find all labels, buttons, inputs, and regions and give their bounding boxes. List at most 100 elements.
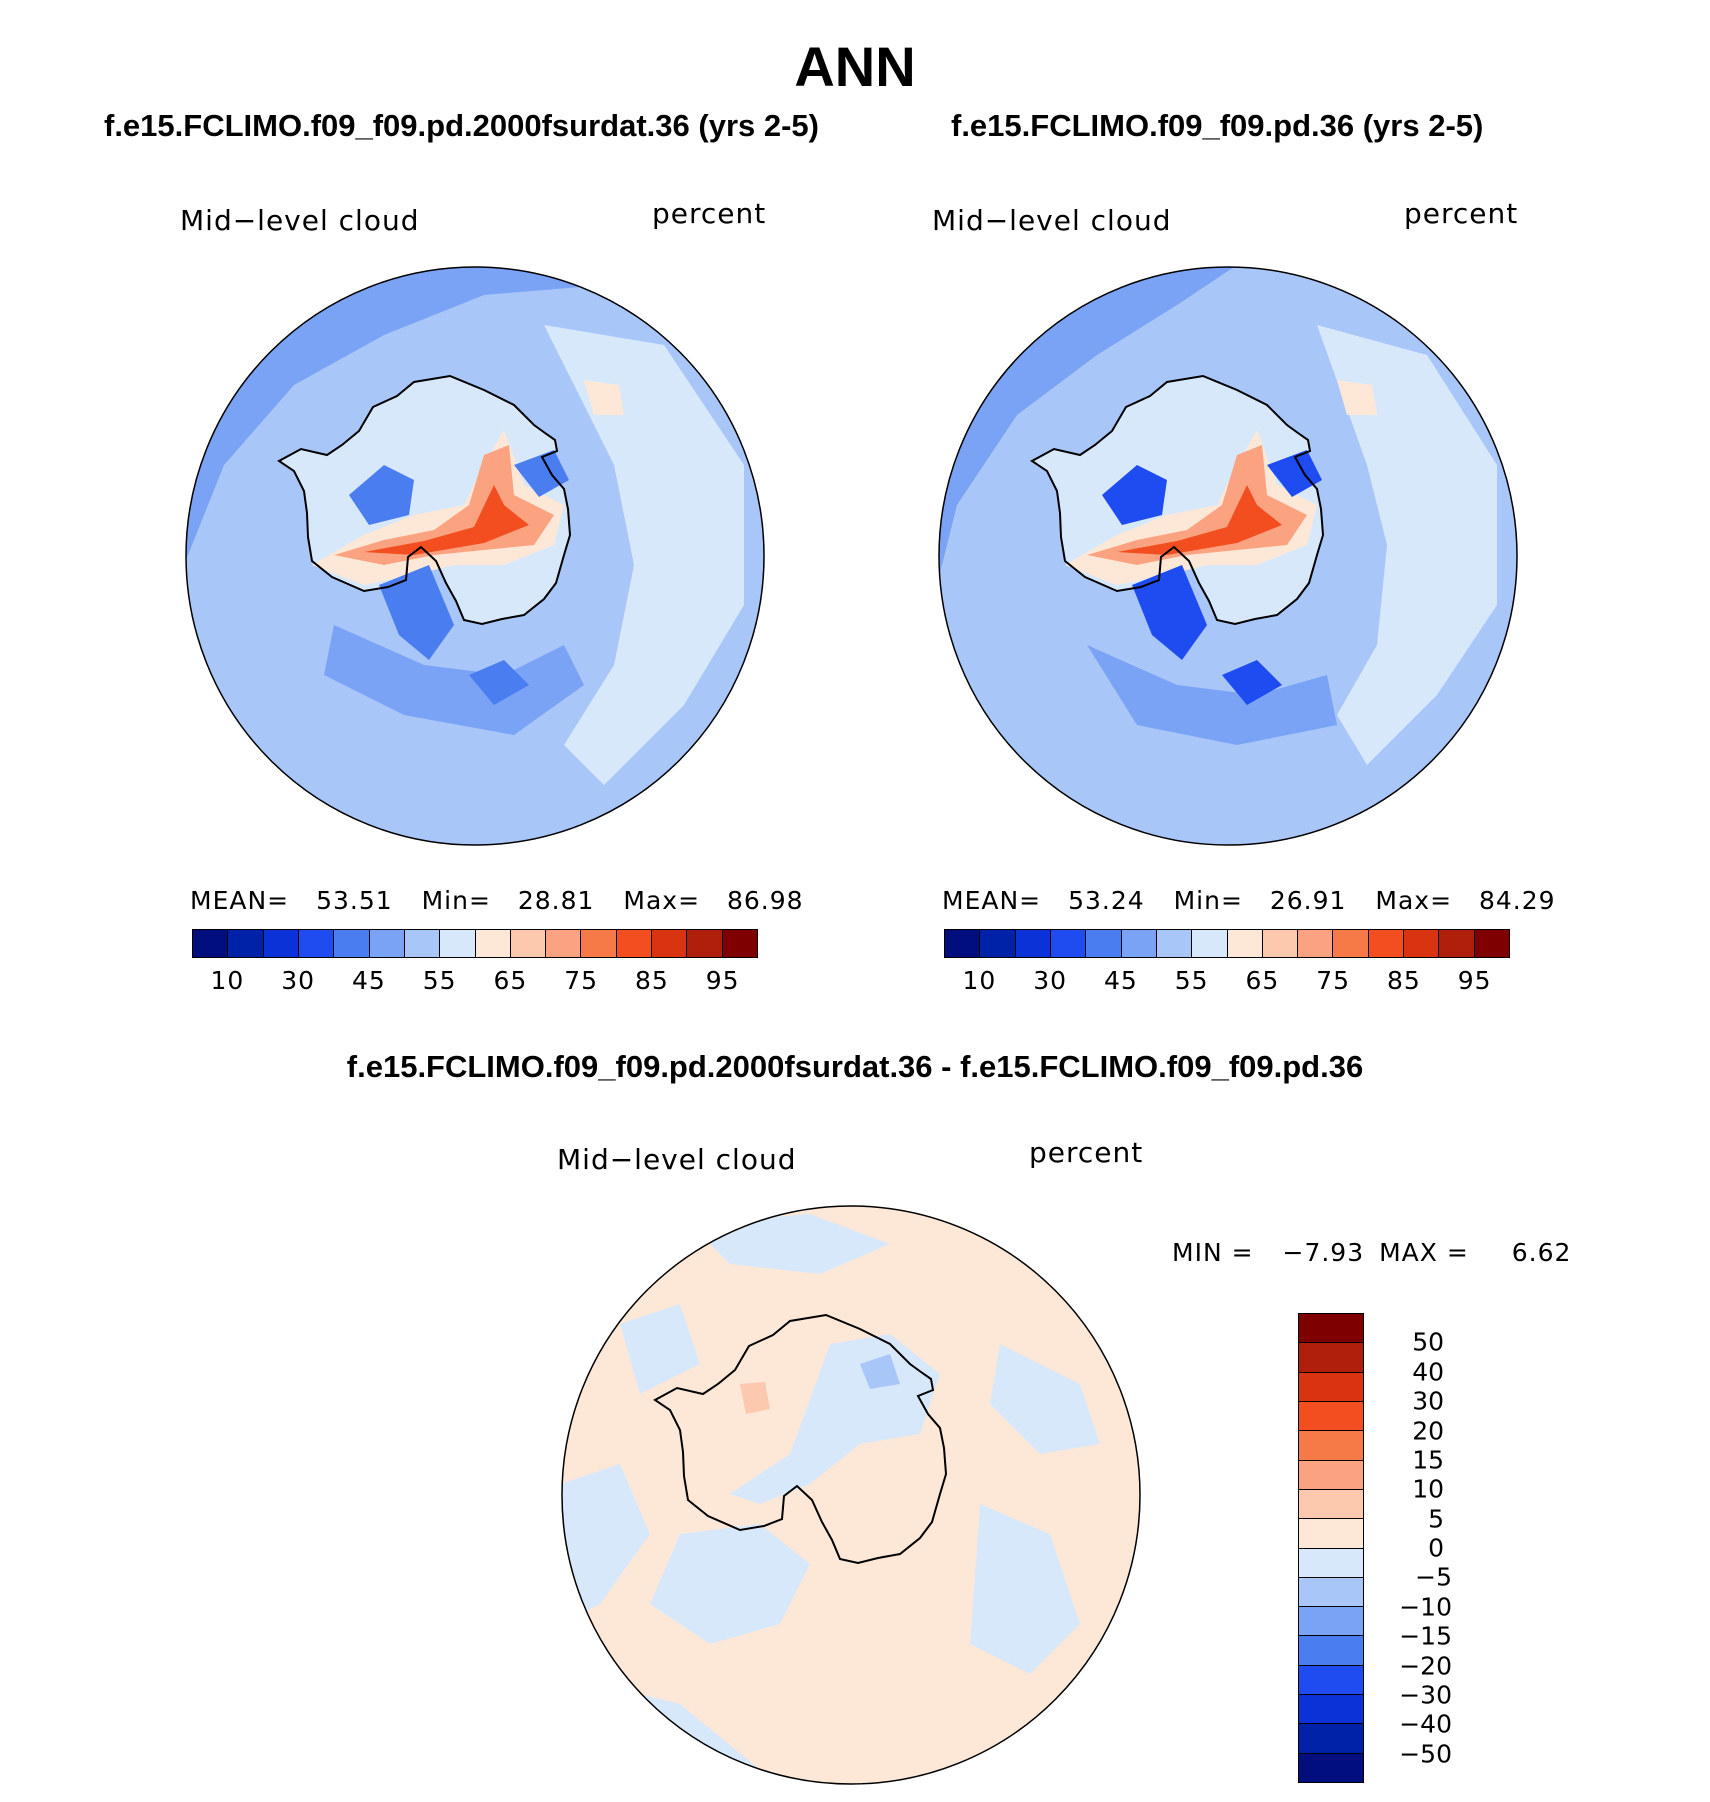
- colorbar-label: −10: [1399, 1592, 1452, 1622]
- panel-1-colorbar-labels: 10 30 45 55 65 75 85 95: [192, 966, 758, 996]
- panel-2-units-label: percent: [1404, 197, 1519, 230]
- colorbar-swatch: [945, 930, 981, 957]
- colorbar-label: 55: [1174, 966, 1209, 995]
- colorbar-label: 5: [1428, 1504, 1444, 1534]
- colorbar-swatch: [1299, 1577, 1363, 1608]
- colorbar-label: 65: [1245, 966, 1280, 995]
- colorbar-swatch: [1156, 930, 1193, 957]
- panel-2-max-label: Max=: [1375, 886, 1453, 915]
- colorbar-label: −5: [1415, 1562, 1452, 1592]
- colorbar-label: 75: [564, 966, 599, 995]
- colorbar-label: 85: [1386, 966, 1421, 995]
- panel-1-mean-label: MEAN=: [190, 886, 290, 915]
- colorbar-label: −15: [1399, 1621, 1452, 1651]
- colorbar-label: −50: [1399, 1739, 1452, 1769]
- colorbar-swatch: [263, 930, 299, 957]
- colorbar-label: 30: [1033, 966, 1068, 995]
- colorbar-label: 55: [422, 966, 457, 995]
- colorbar-swatch: [1299, 1460, 1363, 1490]
- panel-1-mean-value: 53.51: [316, 886, 393, 915]
- colorbar-swatch: [298, 930, 335, 957]
- colorbar-swatch: [1298, 930, 1334, 957]
- panel-1-case-title: f.e15.FCLIMO.f09_f09.pd.2000fsurdat.36 (…: [104, 108, 819, 143]
- colorbar-swatch: [1439, 930, 1475, 957]
- colorbar-label: 95: [1457, 966, 1492, 995]
- colorbar-swatch: [1299, 1724, 1363, 1754]
- diff-colorbar: [1298, 1313, 1364, 1783]
- diff-min-label: MIN =: [1172, 1238, 1254, 1267]
- colorbar-label: 30: [281, 966, 316, 995]
- colorbar-swatch: [980, 930, 1016, 957]
- colorbar-label: 85: [634, 966, 669, 995]
- diff-max-label: MAX =: [1379, 1238, 1469, 1267]
- panel-1-stats: MEAN= 53.51 Min= 28.81 Max= 86.98: [190, 886, 804, 915]
- colorbar-label: −20: [1399, 1651, 1452, 1680]
- diff-max-value: 6.62: [1511, 1238, 1572, 1267]
- colorbar-swatch: [1299, 1314, 1363, 1344]
- panel-1-min-label: Min=: [421, 886, 491, 915]
- panel-1-polar-map: [185, 266, 765, 846]
- diff-polar-map: [561, 1205, 1141, 1785]
- colorbar-label: 0: [1428, 1533, 1444, 1563]
- panel-2-variable-label: Mid−level cloud: [932, 204, 1172, 237]
- colorbar-label: 40: [1412, 1357, 1444, 1387]
- panel-2-polar-map: [938, 266, 1518, 846]
- panel-1-max-value: 86.98: [727, 886, 804, 915]
- colorbar-swatch: [1086, 930, 1122, 957]
- colorbar-label: 10: [1412, 1474, 1444, 1504]
- panel-2-min-value: 26.91: [1269, 886, 1347, 915]
- colorbar-swatch: [369, 930, 405, 957]
- colorbar-label: 15: [1412, 1445, 1444, 1475]
- colorbar-label: −30: [1399, 1680, 1452, 1710]
- colorbar-swatch: [334, 930, 370, 957]
- diff-colorbar-labels: 50 40 30 20 15 10 5 0 −5 −10 −15 −20 −30 −40 −50: [1372, 1313, 1462, 1783]
- colorbar-swatch: [1333, 930, 1369, 957]
- diff-minmax: MIN = −7.93 MAX = 6.62: [1172, 1238, 1571, 1267]
- colorbar-swatch: [1299, 1753, 1363, 1782]
- colorbar-swatch: [1121, 930, 1157, 957]
- colorbar-swatch: [228, 930, 264, 957]
- colorbar-swatch: [616, 930, 653, 957]
- panel-2-min-label: Min=: [1173, 886, 1243, 915]
- colorbar-swatch: [652, 930, 688, 957]
- panel-2-mean-label: MEAN=: [942, 886, 1042, 915]
- colorbar-swatch: [1050, 930, 1087, 957]
- colorbar-swatch: [1299, 1548, 1363, 1578]
- colorbar-swatch: [581, 930, 617, 957]
- panel-2-colorbar-labels: 10 30 45 55 65 75 85 95: [944, 966, 1510, 996]
- colorbar-swatch: [1299, 1343, 1363, 1373]
- panel-2-stats: MEAN= 53.24 Min= 26.91 Max= 84.29: [942, 886, 1556, 915]
- colorbar-swatch: [1299, 1431, 1363, 1461]
- colorbar-swatch: [1299, 1489, 1363, 1520]
- colorbar-label: 65: [493, 966, 528, 995]
- panel-1-variable-label: Mid−level cloud: [180, 204, 420, 237]
- panel-2-case-title: f.e15.FCLIMO.f09_f09.pd.36 (yrs 2-5): [951, 108, 1484, 143]
- colorbar-swatch: [1192, 930, 1228, 957]
- colorbar-swatch: [193, 930, 229, 957]
- colorbar-swatch: [546, 930, 582, 957]
- diff-min-value: −7.93: [1282, 1238, 1365, 1267]
- colorbar-swatch: [687, 930, 723, 957]
- colorbar-swatch: [510, 930, 547, 957]
- colorbar-swatch: [440, 930, 476, 957]
- colorbar-swatch: [1299, 1607, 1363, 1637]
- panel-2-mean-value: 53.24: [1068, 886, 1145, 915]
- colorbar-swatch: [1299, 1372, 1363, 1402]
- diff-units-label: percent: [1029, 1136, 1144, 1169]
- colorbar-label: 20: [1412, 1416, 1444, 1445]
- colorbar-label: 45: [351, 966, 386, 995]
- diff-title: f.e15.FCLIMO.f09_f09.pd.2000fsurdat.36 -…: [346, 1049, 1364, 1084]
- colorbar-swatch: [1227, 930, 1263, 957]
- main-title: ANN: [794, 35, 916, 98]
- colorbar-swatch: [1299, 1665, 1363, 1696]
- colorbar-label: −40: [1399, 1709, 1452, 1739]
- colorbar-label: 75: [1316, 966, 1351, 995]
- colorbar-label: 95: [705, 966, 740, 995]
- colorbar-swatch: [1299, 1636, 1363, 1666]
- colorbar-swatch: [1299, 1695, 1363, 1725]
- colorbar-swatch: [475, 930, 511, 957]
- panel-2-colorbar: [944, 929, 1510, 958]
- colorbar-label: 30: [1412, 1386, 1444, 1416]
- colorbar-label: 45: [1103, 966, 1138, 995]
- colorbar-swatch: [722, 930, 757, 957]
